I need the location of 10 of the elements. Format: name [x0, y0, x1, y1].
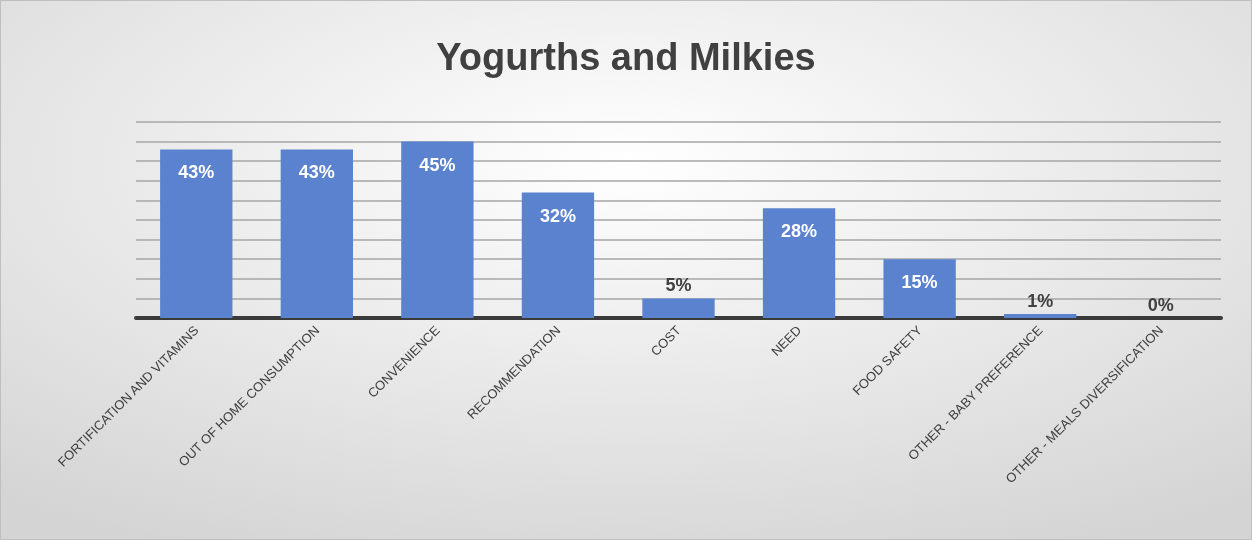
data-label: 43% — [298, 162, 335, 183]
data-label: 32% — [539, 205, 576, 226]
data-label: 1% — [1027, 291, 1054, 312]
data-label: 43% — [178, 162, 215, 183]
data-label: 28% — [781, 221, 818, 242]
chart-title: Yogurths and Milkies — [436, 36, 816, 78]
data-label: 5% — [665, 275, 692, 296]
data-label: 15% — [901, 272, 938, 293]
data-label: 45% — [419, 154, 456, 175]
data-label: 0% — [1147, 295, 1174, 315]
